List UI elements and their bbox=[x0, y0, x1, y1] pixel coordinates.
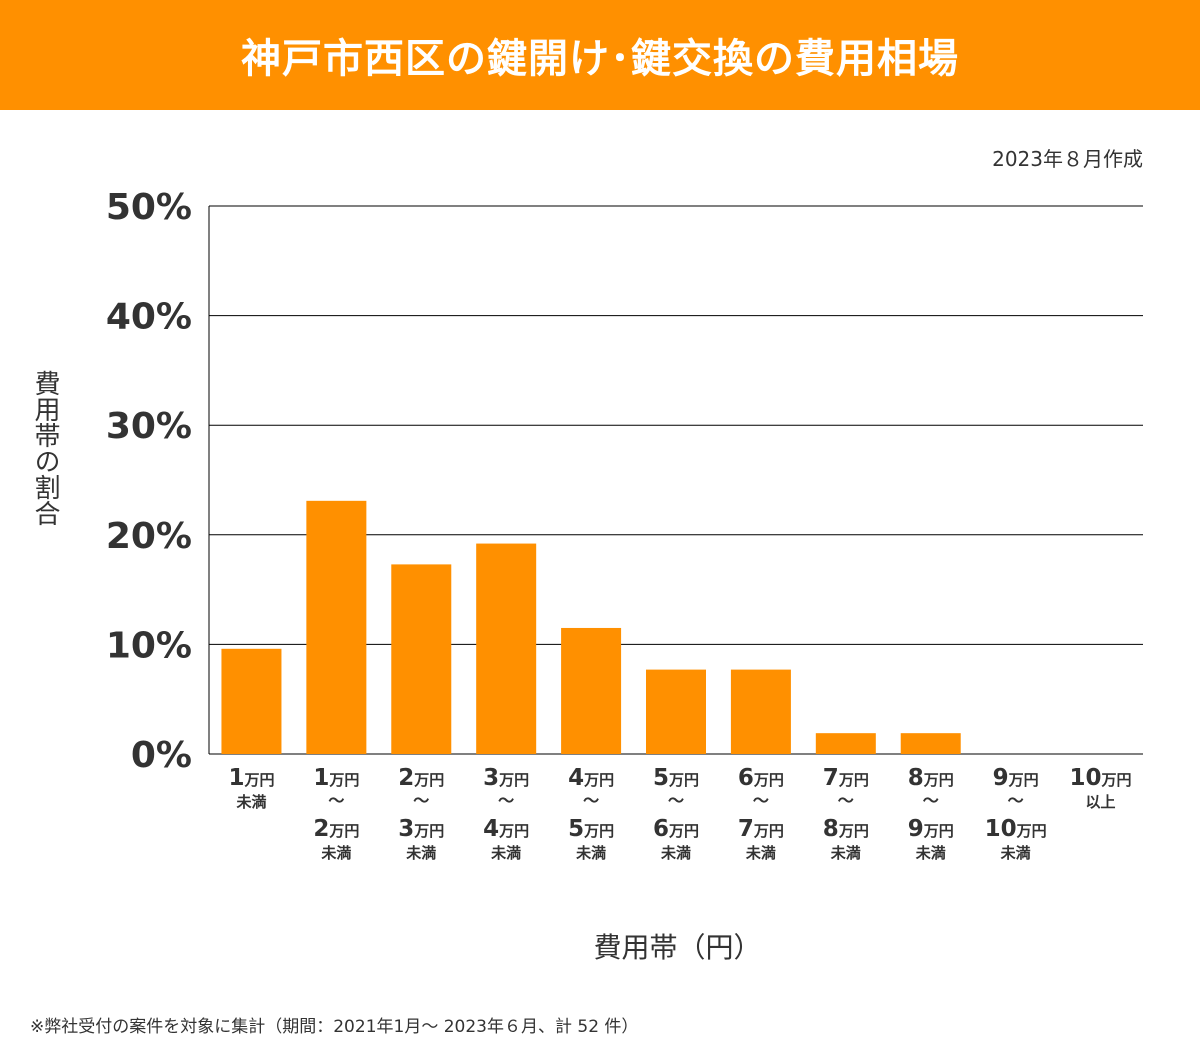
x-tick-label: 5万円 bbox=[653, 765, 699, 791]
bar bbox=[900, 733, 961, 754]
x-tick-label: ～ bbox=[753, 791, 769, 810]
y-tick-label: 0% bbox=[131, 735, 192, 776]
x-tick-label: 未満 bbox=[405, 844, 436, 862]
x-tick-label: 未満 bbox=[235, 793, 266, 811]
y-tick-label: 50% bbox=[106, 187, 192, 228]
x-tick-label: 4万円 bbox=[568, 765, 614, 791]
x-tick-label: 以上 bbox=[1086, 793, 1116, 811]
x-tick-label: 未満 bbox=[660, 844, 691, 862]
x-tick-label: 5万円 bbox=[568, 816, 614, 842]
x-tick-label: 9万円 bbox=[908, 816, 954, 842]
x-tick-label: ～ bbox=[668, 791, 684, 810]
footnote: ※弊社受付の案件を対象に集計（期間：2021年1月～ 2023年６月、計 52 … bbox=[30, 1017, 639, 1037]
x-tick-label: 未満 bbox=[320, 844, 351, 862]
bar bbox=[391, 564, 452, 754]
x-tick-label: ～ bbox=[328, 791, 344, 810]
x-tick-label: 4万円 bbox=[483, 816, 529, 842]
created-date: 2023年８月作成 bbox=[992, 147, 1143, 171]
x-tick-label: 2万円 bbox=[398, 765, 444, 791]
title-banner: 神戸市西区の鍵開け･鍵交換の費用相場 bbox=[0, 0, 1200, 110]
x-tick-label: ～ bbox=[583, 791, 599, 810]
bar-chart: 0%10%20%30%40%50%1万円未満1万円～2万円未満2万円～3万円未満… bbox=[106, 187, 1143, 862]
bar bbox=[561, 627, 622, 754]
x-tick-label: 9万円 bbox=[993, 765, 1039, 791]
x-tick-label: 未満 bbox=[915, 844, 946, 862]
x-axis-label: 費用帯（円） bbox=[593, 931, 762, 964]
x-tick-label: 10万円 bbox=[1070, 765, 1132, 791]
x-tick-label: 未満 bbox=[745, 844, 776, 862]
x-tick-label: 未満 bbox=[575, 844, 606, 862]
x-tick-label: 7万円 bbox=[823, 765, 869, 791]
x-tick-label: 3万円 bbox=[483, 765, 529, 791]
page-title: 神戸市西区の鍵開け･鍵交換の費用相場 bbox=[241, 36, 959, 82]
bar bbox=[815, 733, 876, 754]
x-tick-label: 8万円 bbox=[908, 765, 954, 791]
x-tick-label: 7万円 bbox=[738, 816, 784, 842]
x-tick-label: 未満 bbox=[490, 844, 521, 862]
bar bbox=[730, 669, 791, 754]
x-tick-label: ～ bbox=[1008, 791, 1024, 810]
bar bbox=[476, 543, 537, 754]
x-tick-label: 6万円 bbox=[738, 765, 784, 791]
x-tick-label: 1万円 bbox=[228, 765, 274, 791]
y-axis-label: 費用帯の割合 bbox=[30, 370, 60, 526]
x-tick-label: ～ bbox=[498, 791, 514, 810]
y-tick-label: 10% bbox=[106, 625, 192, 666]
x-tick-label: 1万円 bbox=[313, 765, 359, 791]
bar bbox=[221, 648, 282, 754]
x-tick-label: ～ bbox=[838, 791, 854, 810]
x-tick-label: 3万円 bbox=[398, 816, 444, 842]
x-tick-label: ～ bbox=[413, 791, 429, 810]
x-tick-label: 2万円 bbox=[313, 816, 359, 842]
bar bbox=[306, 500, 367, 754]
x-tick-label: 未満 bbox=[830, 844, 861, 862]
x-tick-label: 8万円 bbox=[823, 816, 869, 842]
x-tick-label: 未満 bbox=[1000, 844, 1031, 862]
y-tick-label: 30% bbox=[106, 406, 192, 447]
x-tick-label: 10万円 bbox=[985, 816, 1047, 842]
y-tick-label: 20% bbox=[106, 516, 192, 557]
bar bbox=[646, 669, 706, 754]
x-tick-label: ～ bbox=[923, 791, 939, 810]
y-tick-label: 40% bbox=[106, 297, 192, 338]
x-tick-label: 6万円 bbox=[653, 816, 699, 842]
